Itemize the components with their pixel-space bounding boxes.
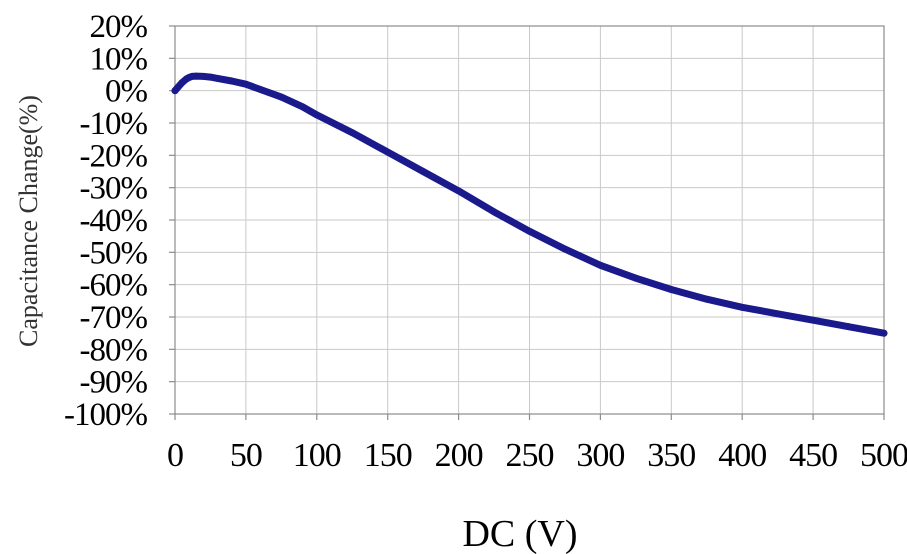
x-tick-label: 150 <box>364 437 412 474</box>
data-point <box>299 103 306 111</box>
y-tick-label: -20% <box>80 138 148 174</box>
data-point <box>455 187 462 195</box>
data-point <box>774 310 781 318</box>
data-point <box>242 80 250 88</box>
data-point <box>490 208 498 216</box>
data-point <box>313 111 321 119</box>
data-point <box>419 168 427 175</box>
y-axis-title: Capacitance Change(%) <box>14 95 43 347</box>
data-point <box>880 329 888 337</box>
data-point <box>561 245 569 253</box>
data-point <box>845 323 852 331</box>
data-point <box>809 316 817 324</box>
data-point <box>703 295 711 303</box>
x-tick-label: 50 <box>230 437 262 474</box>
data-point <box>348 129 356 137</box>
data-point <box>192 72 200 80</box>
data-point <box>256 86 264 93</box>
y-tick-label: -10% <box>80 106 148 142</box>
data-point <box>207 73 214 81</box>
y-tick-label: -50% <box>80 235 148 271</box>
x-tick-label: 200 <box>435 437 483 474</box>
x-axis-title: DC (V) <box>462 513 577 554</box>
x-tick-label: 400 <box>718 437 766 474</box>
y-axis-tick-labels: 20%10%0%-10%-20%-30%-40%-50%-60%-70%-80%… <box>64 9 148 433</box>
data-point <box>278 93 285 101</box>
x-tick-label: 0 <box>167 437 183 474</box>
data-point <box>384 148 392 156</box>
x-tick-label: 250 <box>506 437 554 474</box>
chart-grid <box>175 26 884 414</box>
y-tick-label: -30% <box>80 171 148 207</box>
y-tick-label: 0% <box>105 74 148 110</box>
data-point <box>667 286 675 293</box>
y-tick-label: 10% <box>90 41 148 77</box>
x-tick-label: 450 <box>789 437 837 474</box>
data-point <box>738 303 746 311</box>
y-tick-label: -60% <box>80 268 148 304</box>
y-tick-label: -80% <box>80 332 148 368</box>
y-tick-label: -40% <box>80 203 148 239</box>
y-tick-label: -100% <box>64 397 147 433</box>
y-tick-label: 20% <box>90 9 148 45</box>
data-point <box>632 274 640 282</box>
data-point <box>200 73 207 80</box>
x-tick-label: 300 <box>576 437 624 474</box>
data-point <box>174 84 182 91</box>
x-tick-label: 350 <box>647 437 695 474</box>
data-point <box>214 75 221 82</box>
plot-frame <box>169 25 885 420</box>
y-tick-label: -70% <box>80 300 148 336</box>
data-point <box>228 77 236 85</box>
x-tick-label: 500 <box>860 437 907 474</box>
series-layer <box>171 72 888 337</box>
data-point <box>597 261 604 269</box>
x-tick-label: 100 <box>293 437 341 474</box>
x-axis-tick-labels: 0 50 100 150 200 250 300 350 400 450 500 <box>167 437 907 474</box>
y-tick-label: -90% <box>80 365 148 401</box>
data-point <box>526 227 533 235</box>
